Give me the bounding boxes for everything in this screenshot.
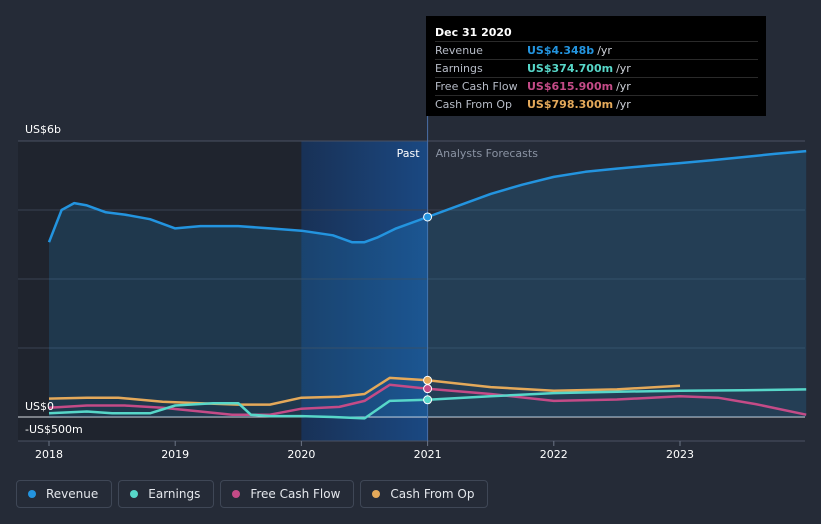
legend-label: Cash From Op — [390, 487, 475, 501]
legend-label: Free Cash Flow — [250, 487, 341, 501]
legend-toggle-earnings[interactable]: Earnings — [118, 480, 215, 508]
revenue-line — [47, 149, 807, 244]
legend-toggle-cash-from-op[interactable]: Cash From Op — [360, 480, 489, 508]
tooltip-unit: /yr — [616, 98, 631, 111]
y-tick-label: US$6b — [25, 123, 61, 136]
legend-toggle-revenue[interactable]: Revenue — [16, 480, 113, 508]
y-tick-label: -US$500m — [25, 423, 83, 436]
chart-legend: Revenue Earnings Free Cash Flow Cash Fro… — [16, 480, 489, 508]
x-tick-label: 2021 — [414, 448, 442, 461]
tooltip-row-revenue: Revenue US$4.348b /yr — [435, 41, 758, 59]
tooltip-value: US$798.300m — [527, 98, 614, 111]
x-tick-label: 2022 — [540, 448, 568, 461]
free-cash-flow-marker — [423, 384, 433, 394]
revenue-dot-icon — [28, 490, 36, 498]
legend-toggle-free-cash-flow[interactable]: Free Cash Flow — [220, 480, 355, 508]
revenue-area — [49, 151, 807, 417]
tooltip-value: US$615.900m — [527, 80, 614, 93]
tooltip-unit: /yr — [597, 44, 612, 57]
past-highlight-band — [301, 141, 428, 441]
legend-label: Earnings — [148, 487, 201, 501]
x-tick-label: 2020 — [287, 448, 315, 461]
free-cash-flow-dot-icon — [232, 490, 241, 498]
x-tick-label: 2019 — [161, 448, 189, 461]
past-background — [18, 141, 302, 441]
x-tick-label: 2018 — [35, 448, 63, 461]
legend-label: Revenue — [46, 487, 99, 501]
tooltip-unit: /yr — [616, 80, 631, 93]
tooltip-value: US$4.348b — [527, 44, 595, 57]
revenue-marker — [423, 212, 433, 222]
tooltip-panel: Dec 31 2020 Revenue US$4.348b /yr Earnin… — [426, 16, 766, 116]
tooltip-row-free-cash-flow: Free Cash Flow US$615.900m /yr — [435, 77, 758, 95]
earnings-dot-icon — [130, 490, 139, 498]
earnings-line — [48, 388, 807, 420]
y-tick-label: US$0 — [25, 400, 54, 413]
cash-from-op-line — [48, 376, 681, 406]
tooltip-label: Free Cash Flow — [435, 80, 518, 93]
tooltip-label: Earnings — [435, 62, 483, 75]
free-cash-flow-line — [48, 383, 807, 416]
tooltip-date: Dec 31 2020 — [435, 26, 512, 39]
tooltip-row-earnings: Earnings US$374.700m /yr — [435, 59, 758, 77]
forecast-label: Analysts Forecasts — [436, 147, 539, 160]
past-label: Past — [397, 147, 421, 160]
tooltip-row-cash-from-op: Cash From Op US$798.300m /yr — [435, 95, 758, 113]
cash-from-op-marker — [423, 375, 433, 385]
tooltip-value: US$374.700m — [527, 62, 614, 75]
x-tick-label: 2023 — [666, 448, 694, 461]
tooltip-unit: /yr — [616, 62, 631, 75]
tooltip-label: Revenue — [435, 44, 483, 57]
tooltip-label: Cash From Op — [435, 98, 513, 111]
earnings-marker — [423, 395, 433, 405]
cash-from-op-dot-icon — [372, 490, 381, 498]
